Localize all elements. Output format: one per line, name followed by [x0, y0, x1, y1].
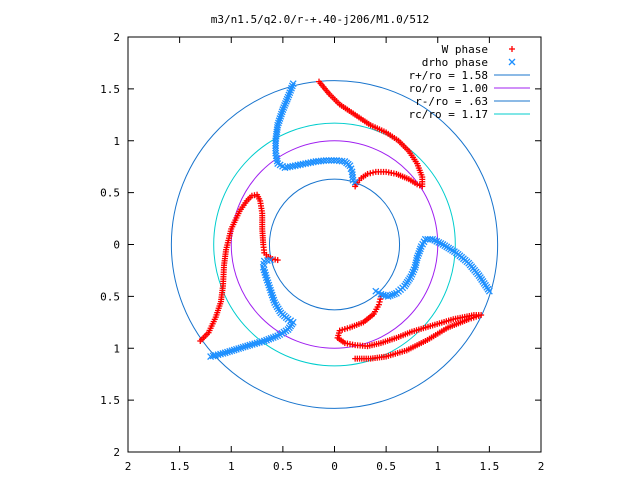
x-tick-label-8: 2 — [538, 460, 545, 473]
legend-label-2: r+/ro = 1.58 — [409, 69, 488, 82]
point-s1-a0-13 — [278, 108, 286, 116]
axis-ticks: 2 1.5 1 0.5 0 0.5 1 1.5 221.510.500.511.52 — [100, 31, 544, 473]
point-s0-a1-100 — [274, 257, 281, 264]
point-s1-a0-9 — [281, 99, 289, 107]
point-s1-a0-70 — [351, 178, 359, 186]
y-tick-label-0: 2 — [113, 446, 120, 459]
point-s1-a2-48 — [412, 261, 420, 269]
point-s1-a0-54 — [322, 157, 330, 164]
circle-3 — [213, 122, 456, 367]
y-tick-label-4: 0 — [113, 239, 120, 252]
x-tick-label-2: 1 — [228, 460, 235, 473]
x-tick-label-4: 0 — [331, 460, 338, 473]
y-tick-label-5: 0.5 — [100, 187, 120, 200]
point-s1-a0-14 — [277, 110, 285, 118]
data-points — [197, 78, 493, 362]
point-s1-a2-63 — [390, 290, 398, 298]
x-tick-label-0: 2 — [125, 460, 132, 473]
point-s1-a0-6 — [284, 93, 292, 101]
y-tick-label-6: 1 — [113, 135, 120, 148]
legend-label-0: W phase — [442, 43, 488, 56]
point-s0-a2-146 — [377, 296, 384, 303]
x-tick-label-6: 1 — [434, 460, 441, 473]
x-tick-label-5: 0.5 — [376, 460, 396, 473]
legend-label-5: rc/ro = 1.17 — [409, 108, 488, 121]
point-s1-a0-29 — [272, 144, 280, 152]
point-s1-a2-36 — [424, 235, 432, 243]
reference-circles — [170, 80, 499, 409]
circle-2 — [268, 178, 401, 311]
point-s1-a0-15 — [277, 112, 285, 120]
point-s0-a0-85 — [370, 169, 377, 176]
point-s1-a2-71 — [372, 287, 380, 295]
point-s1-a2-62 — [392, 289, 400, 297]
circle-0 — [170, 80, 499, 409]
y-tick-label-3: 0.5 — [100, 290, 120, 303]
point-s0-a0-84 — [372, 168, 379, 175]
point-s1-a1-67 — [267, 256, 274, 264]
point-s1-a0-10 — [281, 102, 289, 109]
legend-label-4: r-/ro = .63 — [415, 95, 488, 108]
point-s0-a2-145 — [376, 298, 383, 305]
legend-label-1: drho phase — [422, 56, 488, 69]
chart-title: m3/n1.5/q2.0/r-+.40-j206/M1.0/512 — [211, 13, 430, 26]
x-tick-label-3: 0.5 — [273, 460, 293, 473]
point-s1-a0-55 — [325, 157, 333, 164]
point-s0-a0-86 — [367, 170, 374, 177]
point-s1-a0-28 — [272, 142, 280, 150]
point-s1-a0-57 — [330, 157, 338, 164]
point-s1-a2-64 — [388, 291, 396, 299]
point-s1-a0-16 — [276, 115, 284, 122]
y-tick-label-1: 1.5 — [100, 394, 120, 407]
x-tick-label-7: 1.5 — [479, 460, 499, 473]
point-s1-a0-27 — [272, 139, 280, 147]
point-s1-a1-16 — [244, 342, 252, 350]
legend-label-3: ro/ro = 1.00 — [409, 82, 488, 95]
point-s1-a0-11 — [280, 104, 288, 112]
point-s1-a0-17 — [275, 117, 283, 125]
point-s1-a0-7 — [283, 95, 291, 103]
point-s1-a0-8 — [282, 97, 290, 105]
x-tick-label-1: 1.5 — [170, 460, 190, 473]
point-s1-a0-26 — [272, 137, 280, 145]
point-s1-a0-56 — [327, 157, 335, 164]
point-s1-a0-12 — [279, 106, 287, 114]
y-tick-label-2: 1 — [113, 342, 120, 355]
point-s0-a2-144 — [375, 301, 382, 308]
circle-1 — [230, 140, 439, 349]
legend-marker-1 — [508, 58, 516, 66]
y-tick-label-7: 1.5 — [100, 83, 120, 96]
point-s0-a0-94 — [352, 183, 359, 190]
legend-marker-0 — [509, 46, 515, 52]
y-tick-label-8: 2 — [113, 31, 120, 44]
